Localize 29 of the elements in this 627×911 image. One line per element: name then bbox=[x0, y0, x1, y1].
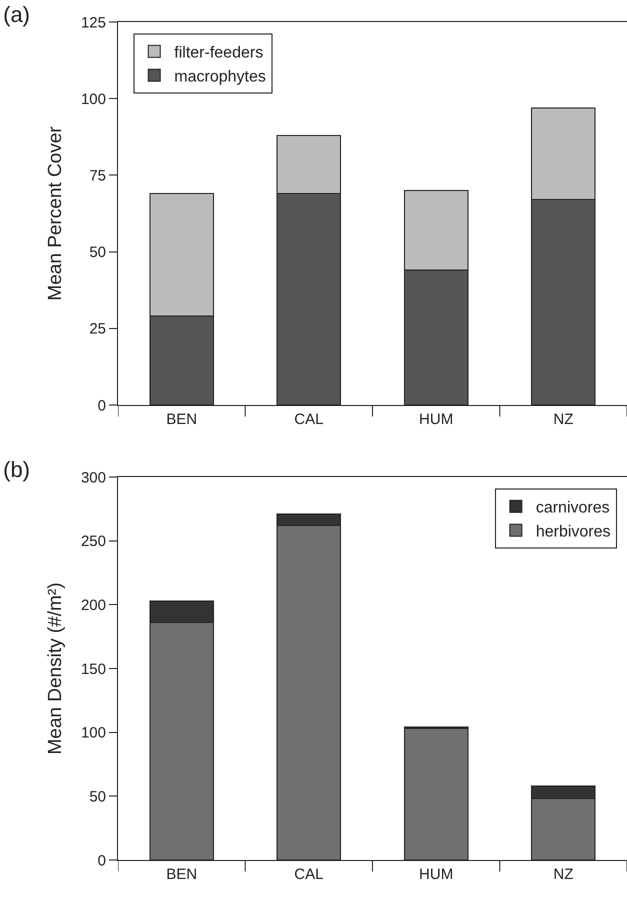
y-axis-title: Mean Percent Cover bbox=[44, 126, 66, 301]
x-tick-label: BEN bbox=[166, 411, 198, 428]
legend-label: filter-feeders bbox=[174, 44, 264, 62]
chart-title: (b) bbox=[3, 457, 30, 482]
y-tick-label: 25 bbox=[89, 320, 106, 338]
y-tick-label: 0 bbox=[98, 852, 106, 870]
y-tick-label: 125 bbox=[80, 14, 106, 32]
legend-label: carnivores bbox=[536, 500, 610, 517]
x-tick-label: NZ bbox=[553, 866, 574, 883]
legend-label: macrophytes bbox=[174, 68, 266, 86]
x-tick-label: BEN bbox=[166, 866, 198, 883]
y-tick-label: 300 bbox=[80, 469, 106, 486]
y-tick-label: 200 bbox=[80, 596, 106, 614]
x-tick-label: HUM bbox=[419, 411, 454, 428]
y-tick-label: 50 bbox=[89, 244, 106, 262]
y-tick-label: 250 bbox=[80, 533, 106, 550]
y-tick-label: 0 bbox=[98, 397, 106, 414]
y-axis-title: Mean Density (#/m²) bbox=[44, 582, 66, 755]
y-tick-label: 75 bbox=[89, 167, 106, 184]
x-tick-label: CAL bbox=[294, 411, 324, 428]
x-tick-label: NZ bbox=[553, 411, 574, 428]
x-tick-label: HUM bbox=[419, 866, 454, 883]
chart-title: (a) bbox=[3, 2, 30, 28]
y-tick-label: 150 bbox=[80, 660, 106, 678]
x-tick-label: CAL bbox=[294, 866, 324, 883]
y-tick-label: 100 bbox=[80, 90, 106, 108]
legend-label: herbivores bbox=[536, 523, 611, 540]
y-tick-label: 100 bbox=[80, 724, 106, 742]
y-tick-label: 50 bbox=[89, 788, 106, 806]
